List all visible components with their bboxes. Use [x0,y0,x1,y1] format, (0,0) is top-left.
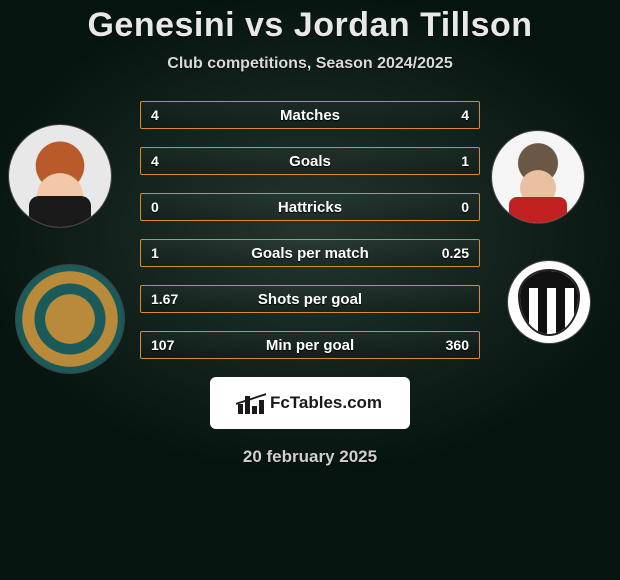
page-title: Genesini vs Jordan Tillson [0,0,620,45]
stat-left: 4 [151,153,159,169]
stat-label: Shots per goal [258,291,362,308]
comparison-card: Genesini vs Jordan Tillson Club competit… [0,0,620,580]
stat-row: 1 Goals per match 0.25 [140,239,480,267]
subtitle: Club competitions, Season 2024/2025 [0,55,620,73]
stat-label: Min per goal [266,337,354,354]
club1-crest [15,264,125,374]
club2-crest-art [508,261,590,343]
stat-right: 1 [461,153,469,169]
stat-row: 1.67 Shots per goal [140,285,480,313]
stat-right: 0.25 [442,245,469,261]
stat-label: Hattricks [278,199,342,216]
stat-left: 107 [151,337,174,353]
club2-crest [507,260,591,344]
stat-row: 0 Hattricks 0 [140,193,480,221]
player1-avatar [8,124,112,228]
fctables-icon [238,392,264,414]
stat-row: 107 Min per goal 360 [140,331,480,359]
source-logo-text: FcTables.com [270,393,382,413]
stat-row: 4 Matches 4 [140,101,480,129]
stat-row: 4 Goals 1 [140,147,480,175]
stat-left: 0 [151,199,159,215]
player2-avatar [491,130,585,224]
club1-crest-art [16,265,124,373]
footer-date: 20 february 2025 [0,447,620,467]
player1-avatar-art [9,125,111,227]
stat-label: Goals [289,153,331,170]
stat-left: 1 [151,245,159,261]
source-logo: FcTables.com [210,377,410,429]
stat-left: 4 [151,107,159,123]
stat-rows: 4 Matches 4 4 Goals 1 0 Hattricks 0 1 Go… [140,101,480,359]
player2-avatar-art [492,131,584,223]
stat-right: 4 [461,107,469,123]
stat-left: 1.67 [151,291,178,307]
stat-label: Matches [280,107,340,124]
stat-label: Goals per match [251,245,369,262]
stat-right: 360 [446,337,469,353]
stat-right: 0 [461,199,469,215]
